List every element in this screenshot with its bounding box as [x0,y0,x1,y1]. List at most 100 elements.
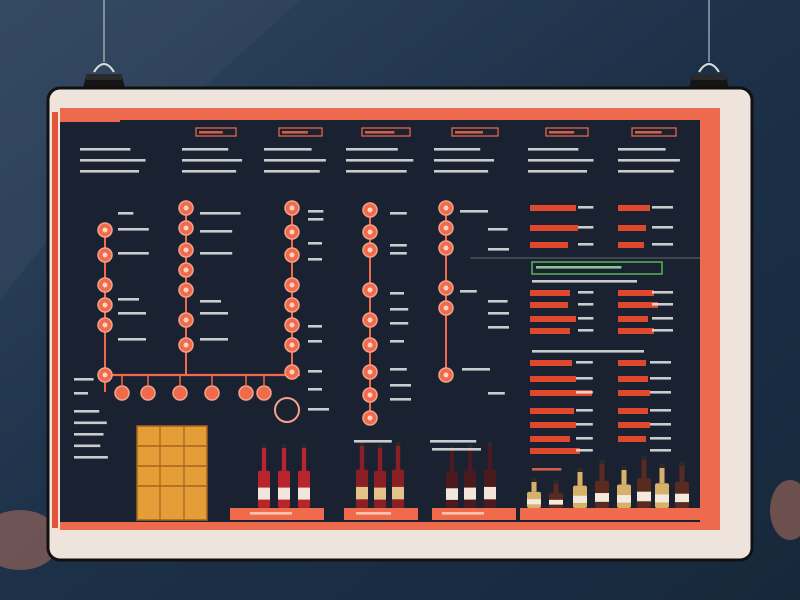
side-note [74,392,88,395]
description-text [528,170,588,173]
circle-node-icon [367,287,373,293]
side-note [74,456,108,459]
node-label [308,218,324,221]
wine-bottle-icon-label [278,487,290,500]
wine-bottle-icon-neck [301,448,307,471]
node-label [390,340,404,343]
wine-bottle-icon-label [446,488,458,500]
node-label [200,252,233,255]
description-text [434,148,481,151]
description-text [80,170,140,173]
node-label [390,244,407,247]
node-label [488,300,508,303]
node-label [488,392,505,395]
circle-node-icon [367,369,373,375]
bar [530,408,574,414]
highlight-box [531,261,663,275]
node-label [200,338,228,341]
circle-node-icon [102,227,108,233]
circle-node-icon [289,252,295,258]
circle-node-icon [183,342,189,348]
circle-node-icon [102,282,108,288]
circle-node-icon [183,225,189,231]
circle-node-icon [289,302,295,308]
liquor-bottle-icon-neck [531,482,537,492]
node-label [308,408,329,411]
column-header-box [195,127,237,137]
node-label [118,252,149,255]
bar [530,242,568,248]
corner-blob-left [0,510,60,570]
node-label [488,312,509,315]
liquor-bottle-icon-label [655,494,669,503]
circle-node-icon [102,322,108,328]
circle-node-icon [443,372,449,378]
node-label [308,370,322,373]
description-text [182,148,229,151]
liquor-bottle-icon-label [549,499,563,505]
bar-value [650,449,671,452]
wine-bottle-icon-label [484,486,496,500]
wine-bottle-icon-cap [261,444,267,448]
circle-node-icon [114,385,130,401]
bar-value [652,303,673,306]
liquor-bottle-icon-label [527,499,541,505]
wine-bottle-icon-neck [487,446,493,470]
column-header-text [199,131,223,134]
description-text [434,159,495,162]
circle-node-icon [367,229,373,235]
circle-node-icon [102,302,108,308]
bar-value [650,391,671,394]
circle-node-icon [140,385,156,401]
node-label [488,228,508,231]
description-text [80,159,146,162]
board-accent-left [52,112,58,528]
bar-value [578,243,594,246]
bar-value [576,437,593,440]
bar [618,390,650,396]
liquor-bottle-icon-cap [679,462,685,466]
wine-bottle-icon-label [374,487,386,500]
description-text [182,159,243,162]
liquor-bottle-icon-cap [621,466,627,470]
description-text [346,148,398,151]
bar [530,436,570,442]
wine-bottle-icon-label [356,486,368,500]
wine-bottle-icon-cap [301,444,307,448]
node-label [118,298,139,301]
bar [530,290,570,296]
description-text [346,159,414,162]
node-label [390,212,407,215]
node-label [200,300,221,303]
node-label [390,368,407,371]
description-text [264,159,326,162]
bar [618,436,646,442]
bar [530,225,578,231]
liquor-bottle-icon-neck [621,470,627,485]
display-platform [520,508,700,520]
liquor-bottle-icon-neck [599,464,605,481]
description-text [618,148,666,151]
bar-value [576,409,593,412]
column-header-text [635,131,662,134]
bar [618,242,644,248]
column-header-box [278,127,323,137]
node-label [200,212,241,215]
bar [530,360,572,366]
wine-bottle-icon-neck [359,446,365,470]
column-header-text [549,131,575,134]
bar [618,408,648,414]
group-label [430,440,477,443]
circle-node-icon [367,342,373,348]
bar-value [650,377,671,380]
circle-node-icon [289,342,295,348]
wine-bottle-icon-cap [281,444,287,448]
bar [618,360,646,366]
side-note [74,444,101,448]
bar-value [576,391,593,394]
bar-value [576,449,593,452]
bar-value [650,409,671,412]
bar [618,225,646,231]
wine-bottle-icon-neck [261,448,267,471]
wine-bottle-icon-label [298,487,310,500]
